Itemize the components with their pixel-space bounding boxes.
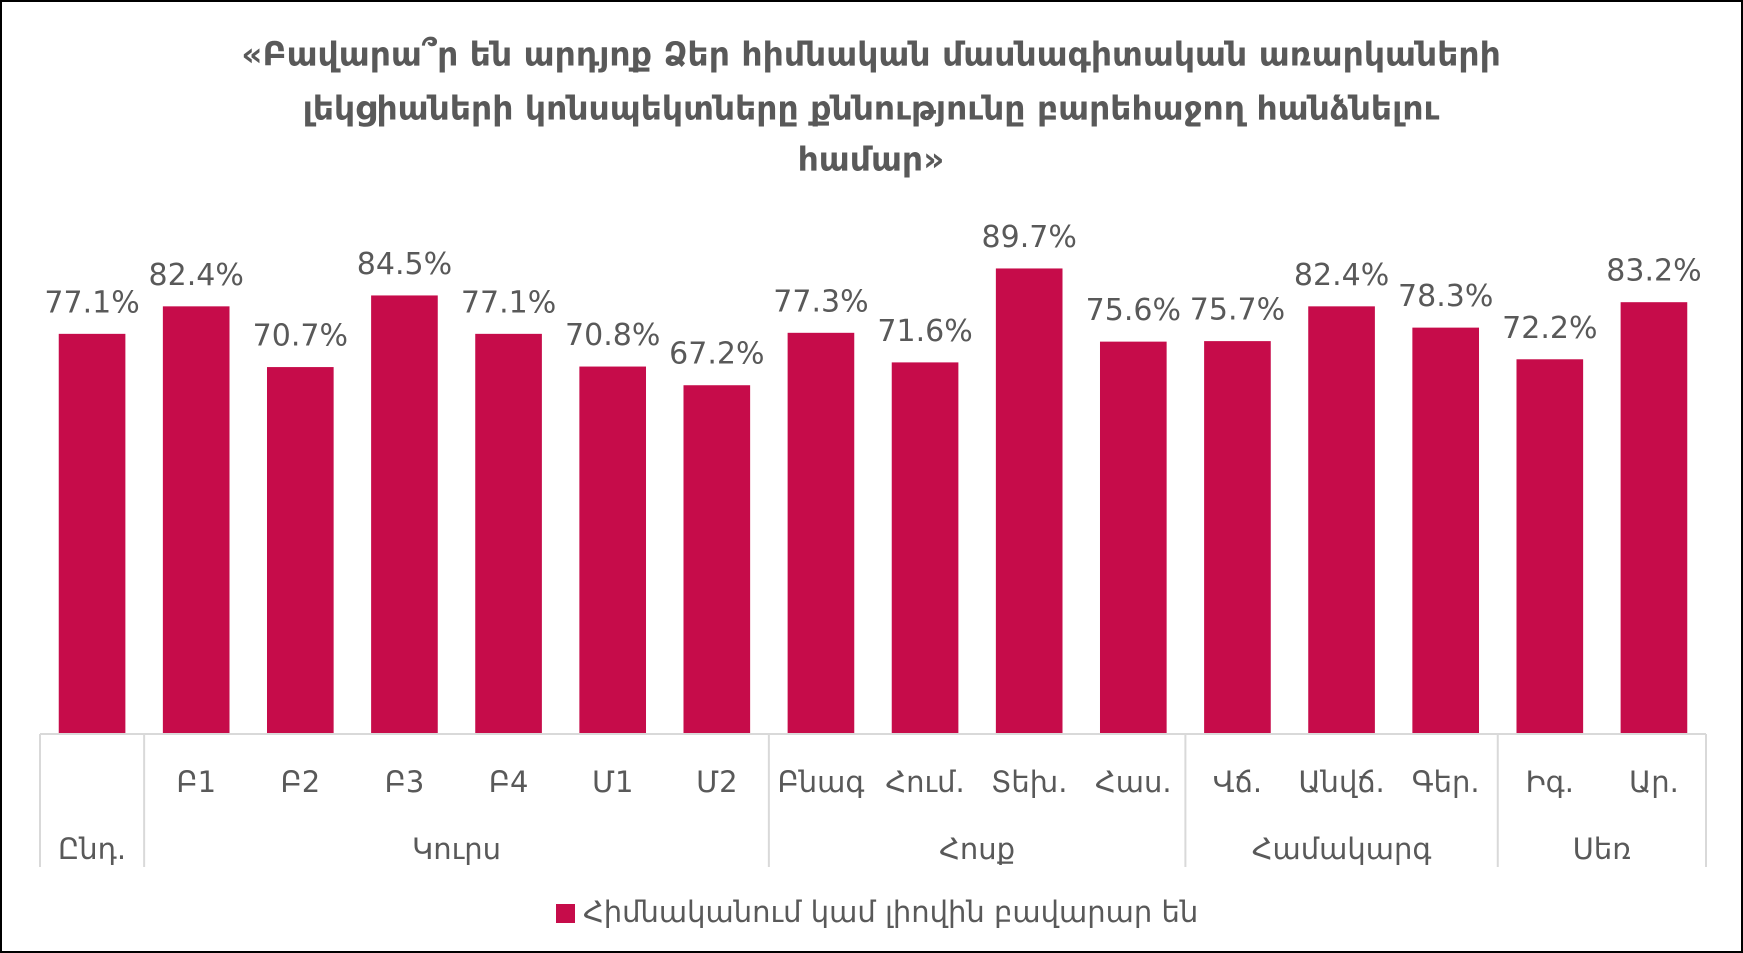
bar bbox=[1516, 359, 1584, 734]
bar bbox=[371, 295, 438, 734]
data-label: 82.4% bbox=[1294, 258, 1389, 293]
bar bbox=[683, 385, 751, 734]
group-label: Համակարգ bbox=[1252, 832, 1432, 866]
data-label: 72.2% bbox=[1502, 311, 1597, 346]
data-label: 75.7% bbox=[1190, 293, 1285, 328]
x-tick-label: Տեխ. bbox=[991, 765, 1067, 799]
x-tick-label: Բ1 bbox=[176, 765, 216, 799]
bar bbox=[1099, 341, 1167, 734]
group-label: Ընդ. bbox=[58, 832, 126, 866]
x-tick-label: Անվճ. bbox=[1298, 765, 1384, 799]
chart-title: «Բավարա՞ր են արդյոք Ձեր հիմնական մասնագի… bbox=[241, 35, 1501, 74]
data-label: 70.8% bbox=[565, 318, 660, 353]
bar bbox=[787, 332, 855, 734]
x-tick-label: Իգ. bbox=[1526, 765, 1574, 799]
bar bbox=[475, 333, 542, 734]
x-tick-label: Մ2 bbox=[696, 765, 737, 799]
group-label: Կուրս bbox=[412, 832, 501, 866]
data-label: 70.7% bbox=[253, 319, 348, 354]
bar bbox=[162, 306, 230, 734]
x-tick-label: Բնագ bbox=[777, 765, 864, 799]
bar bbox=[891, 362, 959, 734]
x-tick-label: Հում. bbox=[885, 765, 964, 799]
chart-title: համար» bbox=[798, 140, 945, 179]
data-label: 67.2% bbox=[669, 337, 764, 372]
x-tick-label: Բ4 bbox=[489, 765, 529, 799]
bar bbox=[1412, 327, 1480, 734]
x-tick-label: Բ2 bbox=[280, 765, 320, 799]
bar bbox=[579, 366, 647, 734]
x-tick-label: Վճ. bbox=[1213, 765, 1262, 799]
bar bbox=[58, 333, 126, 734]
group-label: Հոսք bbox=[939, 832, 1015, 866]
data-label: 77.1% bbox=[44, 285, 139, 320]
data-label: 77.3% bbox=[773, 284, 868, 319]
data-label: 77.1% bbox=[461, 285, 556, 320]
bar bbox=[1204, 341, 1271, 734]
data-label: 82.4% bbox=[149, 258, 244, 293]
x-tick-label: Բ3 bbox=[385, 765, 425, 799]
bar bbox=[1308, 306, 1375, 734]
data-label: 84.5% bbox=[357, 247, 452, 282]
bar bbox=[995, 268, 1063, 734]
bar bbox=[266, 367, 334, 734]
data-label: 83.2% bbox=[1606, 254, 1701, 289]
data-label: 71.6% bbox=[877, 314, 972, 349]
x-tick-label: Մ1 bbox=[592, 765, 633, 799]
data-label: 89.7% bbox=[982, 220, 1077, 255]
group-label: Սեռ bbox=[1573, 832, 1631, 866]
x-tick-label: Գեր. bbox=[1412, 765, 1480, 799]
chart-title: լեկցիաների կոնսպեկտները քննությունը բարե… bbox=[303, 89, 1440, 128]
legend-swatch bbox=[556, 904, 575, 923]
x-tick-label: Հաս. bbox=[1095, 765, 1172, 799]
data-label: 78.3% bbox=[1398, 279, 1493, 314]
legend-label: Հիմնականում կամ լիովին բավարար են bbox=[583, 895, 1198, 929]
bar bbox=[1620, 302, 1688, 734]
data-label: 75.6% bbox=[1086, 293, 1181, 328]
x-tick-label: Ար. bbox=[1629, 765, 1679, 799]
